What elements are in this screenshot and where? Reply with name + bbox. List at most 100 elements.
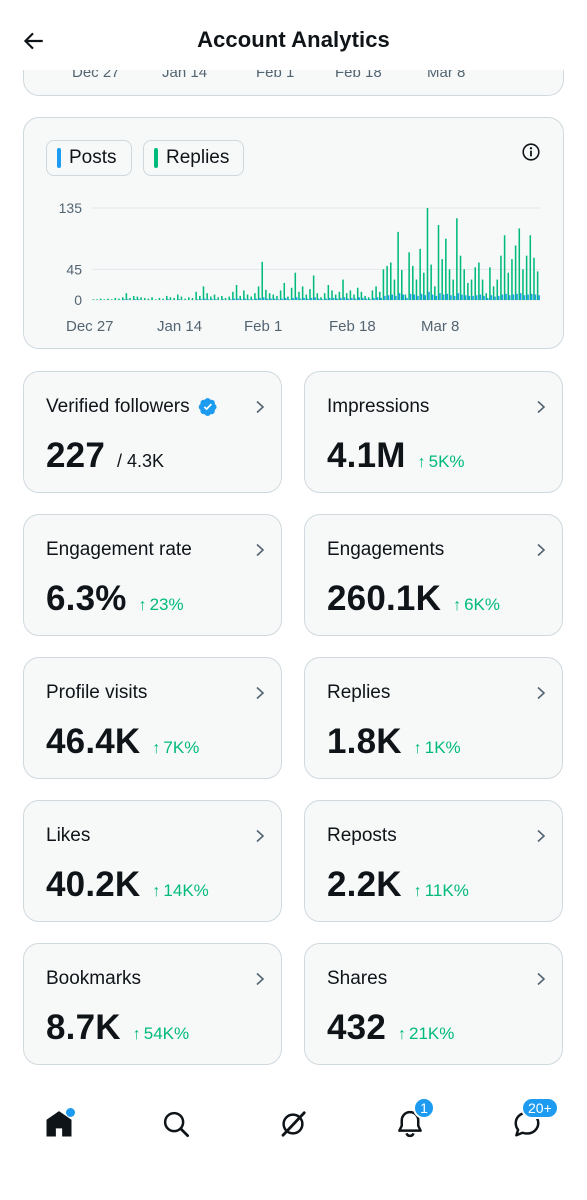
- legend-replies[interactable]: Replies: [143, 140, 245, 176]
- bottom-navigation: 1 20+: [0, 1078, 587, 1200]
- legend-posts-label: Posts: [69, 147, 117, 168]
- replies-bar: [132, 295, 135, 300]
- replies-bar: [309, 289, 311, 300]
- info-icon[interactable]: [521, 142, 541, 162]
- replies-bar: [529, 235, 532, 300]
- posts-bar: [307, 298, 309, 300]
- metric-card-likes[interactable]: Likes 40.2K ↑ 14K%: [23, 800, 282, 922]
- metric-label: Impressions: [327, 396, 430, 417]
- replies-bar: [283, 282, 286, 300]
- posts-bar: [479, 294, 482, 300]
- replies-bar: [243, 290, 245, 300]
- posts-swatch: [57, 148, 61, 168]
- replies-bar: [301, 286, 304, 300]
- replies-bar: [467, 282, 469, 300]
- posts-bar: [475, 295, 478, 300]
- metric-card-engagements[interactable]: Engagements 260.1K ↑ 6K%: [304, 514, 563, 636]
- metric-value: 432: [327, 1008, 386, 1047]
- replies-bar: [294, 272, 297, 300]
- replies-bar: [195, 291, 197, 300]
- metric-label: Verified followers: [46, 396, 190, 417]
- posts-bar: [442, 294, 445, 300]
- metric-total: / 4.3K: [117, 451, 165, 471]
- metric-card-impressions[interactable]: Impressions 4.1M ↑ 5K%: [304, 371, 563, 493]
- grok-icon: [281, 1111, 306, 1137]
- posts-bar: [215, 299, 217, 300]
- posts-bar: [531, 293, 533, 300]
- replies-bar: [107, 298, 109, 300]
- metric-label: Reposts: [327, 825, 397, 846]
- replies-bar: [206, 293, 208, 300]
- nav-messages[interactable]: 20+: [503, 1097, 559, 1148]
- posts-bar: [527, 294, 529, 300]
- chevron-right-icon: [537, 543, 546, 557]
- replies-bar: [199, 295, 201, 300]
- metric-card-shares[interactable]: Shares 432 ↑ 21K%: [304, 943, 563, 1065]
- replies-bar: [316, 293, 319, 300]
- metric-value: 227: [46, 436, 105, 475]
- nav-grok[interactable]: [269, 1100, 317, 1148]
- posts-bar: [523, 295, 526, 300]
- replies-bar: [408, 252, 410, 300]
- posts-bar: [461, 294, 463, 300]
- replies-bar: [419, 248, 421, 300]
- posts-bar: [508, 295, 511, 300]
- replies-bar: [191, 297, 194, 300]
- metric-delta: ↑ 54K%: [133, 1024, 189, 1044]
- replies-bar: [103, 299, 106, 300]
- posts-bar: [387, 295, 390, 300]
- legend-posts[interactable]: Posts: [46, 140, 132, 176]
- posts-bar: [395, 295, 397, 300]
- replies-bar: [298, 291, 300, 300]
- metric-card-reposts[interactable]: Reposts 2.2K ↑ 11K%: [304, 800, 563, 922]
- metric-card-replies[interactable]: Replies 1.8K ↑ 1K%: [304, 657, 563, 779]
- nav-notifications[interactable]: 1: [386, 1097, 435, 1148]
- metric-card-engagement-rate[interactable]: Engagement rate 6.3% ↑ 23%: [23, 514, 282, 636]
- replies-bar: [382, 269, 385, 300]
- replies-bar: [404, 294, 407, 300]
- metric-value: 4.1M: [327, 436, 406, 475]
- arrow-up-icon: ↑: [152, 740, 161, 757]
- replies-bar: [349, 290, 352, 300]
- replies-bar: [360, 291, 363, 300]
- metric-label-wrap: Verified followers: [46, 396, 218, 418]
- replies-bar: [184, 298, 186, 300]
- y-tick-label: 0: [74, 292, 82, 308]
- replies-bar: [279, 290, 282, 300]
- replies-bar: [327, 285, 330, 300]
- replies-bar: [213, 294, 216, 300]
- replies-bar: [448, 269, 451, 300]
- chevron-right-icon: [256, 400, 265, 414]
- posts-bar: [505, 293, 507, 300]
- posts-bar: [453, 295, 456, 300]
- back-button[interactable]: [16, 24, 50, 58]
- posts-bar: [428, 291, 430, 300]
- replies-bar: [151, 297, 153, 300]
- metric-card-bookmarks[interactable]: Bookmarks 8.7K ↑ 54K%: [23, 943, 282, 1065]
- replies-bar: [459, 255, 462, 300]
- posts-bar: [237, 298, 239, 300]
- replies-bar: [430, 264, 432, 300]
- replies-bar: [136, 296, 139, 300]
- metric-card-verified-followers[interactable]: Verified followers 227 / 4.3K: [23, 371, 282, 493]
- chevron-right-icon: [256, 972, 265, 986]
- metric-card-profile-visits[interactable]: Profile visits 46.4K ↑ 7K%: [23, 657, 282, 779]
- metric-value: 1.8K: [327, 722, 402, 761]
- replies-bar: [345, 293, 348, 300]
- replies-bar: [268, 293, 271, 300]
- posts-bar: [259, 297, 261, 300]
- replies-bar: [525, 255, 528, 300]
- posts-bar: [332, 297, 335, 300]
- nav-home[interactable]: [35, 1100, 83, 1148]
- replies-bar: [118, 298, 120, 300]
- replies-bar: [533, 257, 535, 300]
- posts-bar: [424, 295, 427, 300]
- nav-search[interactable]: [152, 1100, 200, 1148]
- replies-bar: [287, 296, 289, 300]
- posts-bar: [303, 297, 305, 300]
- metric-label: Profile visits: [46, 682, 148, 703]
- posts-bar: [329, 297, 331, 300]
- arrow-up-icon: ↑: [132, 1026, 141, 1043]
- posts-bar: [204, 298, 206, 300]
- posts-bar: [365, 298, 368, 300]
